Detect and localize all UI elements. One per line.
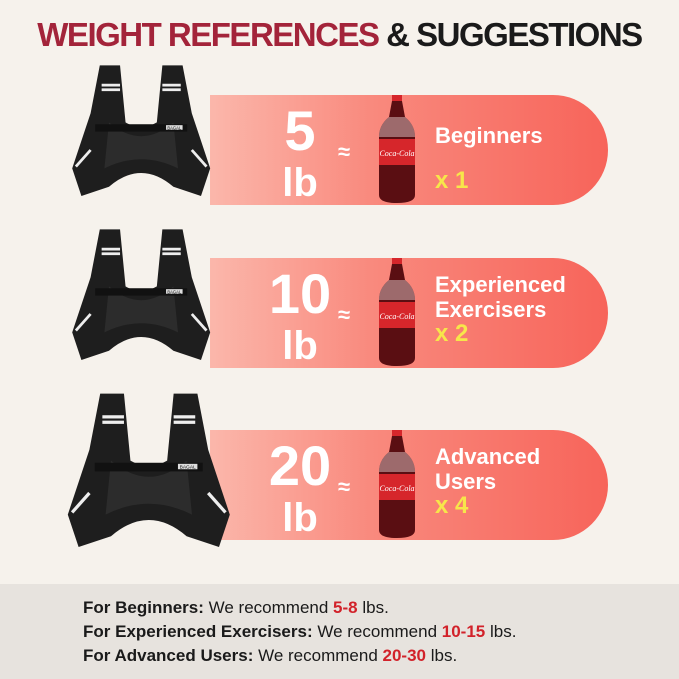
weight-value: 5 lb (282, 99, 318, 205)
weight-value: 10 lb (268, 262, 332, 368)
svg-text:Coca-Cola: Coca-Cola (379, 312, 414, 321)
recommendation-advanced: For Advanced Users: We recommend 20-30 l… (83, 646, 458, 665)
approx-symbol: ≈ (338, 139, 351, 164)
recommendations-panel: For Beginners: We recommend 5-8 lbs. For… (0, 584, 679, 679)
weight-vest-image: BAGAL (72, 65, 211, 196)
weight-vest-image: BAGAL (67, 393, 230, 547)
svg-text:BAGAL: BAGAL (179, 465, 195, 471)
soda-bottle-icon: Coca-Cola (379, 95, 415, 203)
recommendation-beginners: For Beginners: We recommend 5-8 lbs. (83, 598, 389, 617)
svg-text:BAGAL: BAGAL (168, 125, 182, 130)
bottle-multiplier: x 4 (435, 492, 469, 519)
user-level-label: Users (435, 469, 497, 494)
page-title: WEIGHT REFERENCES & SUGGESTIONS (37, 16, 643, 53)
user-level-label: Advanced (435, 444, 541, 469)
soda-bottle-icon: Coca-Cola (379, 430, 415, 538)
weight-vest-image: BAGAL (72, 229, 211, 360)
user-level-label: Experienced (435, 272, 566, 297)
svg-text:Coca-Cola: Coca-Cola (379, 149, 414, 158)
approx-symbol: ≈ (338, 474, 351, 499)
user-level-label: Beginners (435, 123, 543, 148)
weight-value: 20 lb (268, 434, 332, 540)
user-level-label: Exercisers (435, 297, 547, 322)
svg-text:BAGAL: BAGAL (168, 289, 182, 294)
soda-bottle-icon: Coca-Cola (379, 258, 415, 366)
bottle-multiplier: x 1 (435, 167, 469, 194)
recommendation-experienced: For Experienced Exercisers: We recommend… (83, 622, 517, 641)
approx-symbol: ≈ (338, 302, 351, 327)
bottle-multiplier: x 2 (435, 320, 469, 347)
svg-text:Coca-Cola: Coca-Cola (379, 484, 414, 493)
